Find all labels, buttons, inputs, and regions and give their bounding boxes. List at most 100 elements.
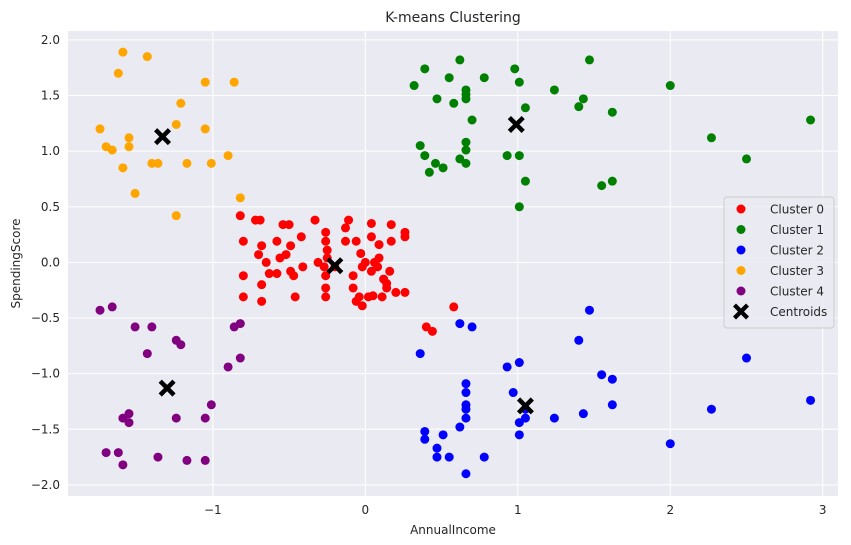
cluster-1-point [444, 73, 454, 83]
cluster-4-point [176, 340, 186, 350]
legend-label: Cluster 4 [770, 285, 824, 299]
cluster-0-point [351, 236, 361, 246]
cluster-3-point [182, 158, 192, 168]
x-tick-label: −1 [204, 503, 222, 517]
cluster-4-point [118, 460, 128, 470]
legend-marker [736, 245, 746, 255]
cluster-0-point [286, 241, 296, 251]
cluster-0-point [281, 250, 291, 260]
cluster-0-point [386, 220, 396, 230]
cluster-1-point [520, 103, 530, 113]
cluster-4-point [182, 455, 192, 465]
centroid-markers [154, 115, 534, 415]
cluster-2-point [461, 413, 471, 423]
cluster-2-point [578, 409, 588, 419]
cluster-3-point [118, 47, 128, 57]
cluster-0-point [382, 279, 392, 289]
centroid-marker [516, 397, 534, 415]
y-tick-label: −0.5 [31, 311, 60, 325]
cluster-4-point [153, 452, 163, 462]
cluster-3-point [118, 163, 128, 173]
cluster-1-point [510, 64, 520, 74]
y-tick-label: 1.0 [41, 144, 60, 158]
cluster-0-point [449, 302, 459, 312]
legend-marker [733, 303, 749, 320]
x-tick-label: 2 [666, 503, 674, 517]
cluster-1-point [578, 94, 588, 104]
cluster-1-point [549, 85, 559, 95]
cluster-0-point [261, 257, 271, 267]
cluster-1-point [607, 107, 617, 117]
cluster-1-point [424, 167, 434, 177]
cluster-2-point [514, 430, 524, 440]
cluster-3-point [235, 193, 245, 203]
x-tick-label: 0 [362, 503, 370, 517]
cluster-2-point [461, 379, 471, 389]
legend-box [723, 196, 835, 329]
legend: Cluster 0 Cluster 1 Cluster 2 Cluster 3 Clus… [723, 196, 835, 329]
cluster-0-point [400, 232, 410, 242]
cluster-0-point [373, 262, 383, 272]
cluster-1-point [806, 115, 816, 125]
cluster-0-point [366, 232, 376, 242]
cluster-0-point [322, 245, 332, 255]
centroid-marker [154, 128, 172, 146]
legend-label: Centroids [770, 305, 827, 319]
cluster-2-point [584, 305, 594, 315]
cluster-2-point [438, 430, 448, 440]
cluster-4-point [223, 362, 233, 372]
cluster-0-point [272, 269, 282, 279]
cluster-1-point [430, 158, 440, 168]
cluster-1-point [420, 64, 430, 74]
centroid-marker [326, 257, 344, 275]
cluster-1-point [438, 163, 448, 173]
cluster-3-point [171, 211, 181, 221]
cluster-3-point [200, 77, 210, 87]
cluster-2-point [706, 404, 716, 414]
cluster-2-point [607, 400, 617, 410]
cluster-0-point [354, 292, 364, 302]
cluster-1-point [584, 55, 594, 65]
cluster-1-point [432, 94, 442, 104]
cluster-2-point [420, 426, 430, 436]
legend-marker [736, 225, 746, 234]
cluster-0-point [238, 236, 248, 246]
y-tick-label: 1.5 [41, 89, 60, 103]
cluster-2-point [461, 388, 471, 398]
cluster-2-point [479, 452, 489, 462]
cluster-0-point [377, 292, 387, 302]
y-axis-ticks: −2.0 −1.5 −1.0 −0.5 0.0 0.5 1.0 1.5 2.0 [31, 33, 60, 492]
cluster-1-point [420, 151, 430, 161]
cluster-0-point [290, 292, 300, 302]
cluster-4-point [95, 305, 105, 315]
cluster-2-point [432, 452, 442, 462]
cluster-1-point [461, 137, 471, 147]
cluster-0-point [284, 220, 294, 230]
cluster-0-point [321, 227, 331, 237]
cluster-2-point [520, 413, 530, 423]
x-tick-label: 3 [819, 503, 827, 517]
cluster-4-point [235, 319, 245, 329]
cluster-2-point [514, 358, 524, 368]
cluster-0-point [356, 248, 366, 258]
cluster-4-point [200, 413, 210, 423]
cluster-2-point [549, 413, 559, 423]
cluster-1-point [415, 141, 425, 151]
cluster-4-point [130, 322, 140, 332]
cluster-2-point [415, 349, 425, 359]
cluster-3-point [223, 151, 233, 161]
cluster-1-point [467, 115, 477, 125]
cluster-0-point [264, 269, 274, 279]
cluster-4-point [142, 349, 152, 359]
cluster-0-point [321, 271, 331, 281]
y-tick-label: 0.5 [41, 200, 60, 214]
cluster-0-point [427, 326, 437, 336]
cluster-4-point [147, 322, 157, 332]
cluster-3-point [206, 158, 216, 168]
cluster-0-point [400, 287, 410, 297]
cluster-1-point [514, 202, 524, 212]
cluster-3-point [124, 142, 134, 152]
plot-area [68, 31, 838, 496]
cluster-1-point [514, 151, 524, 161]
cluster-2-point [597, 370, 607, 380]
